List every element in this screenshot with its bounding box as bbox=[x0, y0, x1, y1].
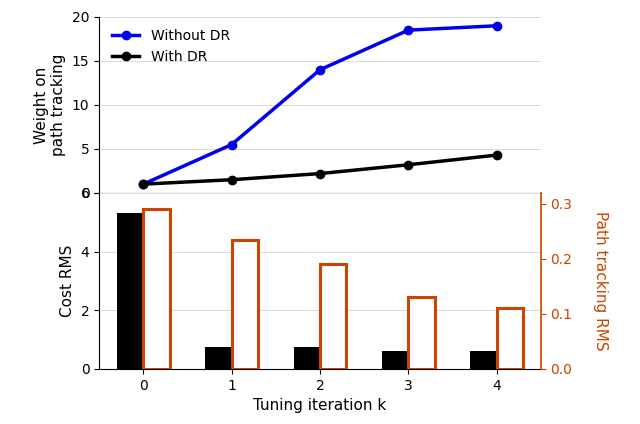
Without DR bbox=[404, 28, 412, 33]
Bar bbox=[470, 351, 497, 369]
X-axis label: Tuning iteration k: Tuning iteration k bbox=[253, 398, 387, 413]
Y-axis label: Cost RMS: Cost RMS bbox=[60, 245, 75, 317]
Bar bbox=[320, 265, 346, 369]
Y-axis label: Path tracking RMS: Path tracking RMS bbox=[593, 211, 609, 351]
Line: Without DR: Without DR bbox=[139, 22, 501, 188]
Bar bbox=[117, 213, 143, 369]
With DR bbox=[493, 153, 500, 158]
Bar bbox=[232, 240, 258, 369]
Without DR bbox=[493, 23, 500, 28]
Bar bbox=[382, 351, 408, 369]
Without DR bbox=[228, 142, 236, 147]
Legend: Without DR, With DR: Without DR, With DR bbox=[106, 24, 236, 70]
Without DR bbox=[316, 67, 324, 73]
With DR bbox=[140, 181, 147, 187]
Bar bbox=[205, 347, 232, 369]
With DR bbox=[404, 162, 412, 167]
Bar bbox=[408, 297, 435, 369]
Bar bbox=[497, 308, 523, 369]
Without DR bbox=[140, 181, 147, 187]
Line: With DR: With DR bbox=[139, 151, 501, 188]
Y-axis label: Weight on
path tracking: Weight on path tracking bbox=[34, 54, 67, 156]
With DR bbox=[228, 177, 236, 182]
Bar bbox=[294, 347, 320, 369]
Bar bbox=[143, 209, 170, 369]
With DR bbox=[316, 171, 324, 176]
